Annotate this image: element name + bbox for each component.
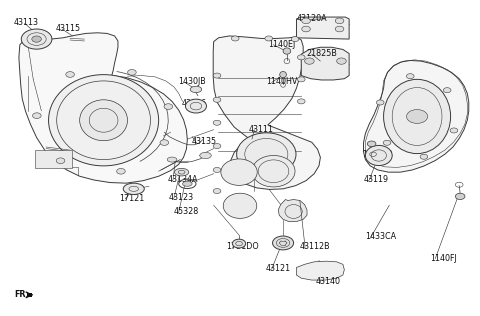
Ellipse shape — [223, 193, 257, 218]
Polygon shape — [297, 17, 349, 39]
Text: 43112B: 43112B — [300, 242, 330, 251]
Ellipse shape — [237, 133, 296, 176]
Text: 1140HV: 1140HV — [266, 77, 297, 86]
Text: 21825B: 21825B — [306, 49, 337, 58]
Ellipse shape — [335, 18, 344, 24]
Text: 43135: 43135 — [191, 137, 216, 146]
Ellipse shape — [302, 18, 311, 24]
Ellipse shape — [367, 141, 376, 147]
Ellipse shape — [265, 36, 273, 41]
Ellipse shape — [384, 79, 451, 154]
Ellipse shape — [160, 140, 168, 145]
Ellipse shape — [167, 157, 177, 162]
Ellipse shape — [376, 100, 384, 105]
Text: 43115: 43115 — [56, 24, 81, 33]
Text: 43121: 43121 — [266, 264, 291, 273]
Ellipse shape — [298, 55, 305, 60]
Ellipse shape — [231, 36, 239, 41]
Text: 43113: 43113 — [14, 18, 39, 27]
Text: 43116: 43116 — [181, 100, 206, 108]
Ellipse shape — [456, 193, 465, 199]
Ellipse shape — [213, 143, 221, 149]
Ellipse shape — [48, 75, 158, 166]
Ellipse shape — [174, 168, 189, 176]
Text: 11403B: 11403B — [362, 150, 393, 159]
Text: 1433CA: 1433CA — [365, 232, 396, 240]
Ellipse shape — [280, 71, 287, 78]
Ellipse shape — [213, 120, 221, 125]
Ellipse shape — [383, 140, 391, 145]
Text: 1751DO: 1751DO — [227, 242, 259, 251]
Text: 1140FJ: 1140FJ — [431, 253, 457, 263]
Ellipse shape — [182, 181, 192, 186]
Ellipse shape — [117, 168, 125, 174]
Ellipse shape — [185, 99, 206, 113]
Ellipse shape — [213, 167, 221, 173]
Ellipse shape — [407, 74, 414, 79]
Ellipse shape — [123, 183, 144, 194]
Ellipse shape — [213, 97, 221, 102]
Text: 43134A: 43134A — [167, 175, 198, 184]
Text: 17121: 17121 — [120, 194, 144, 203]
Ellipse shape — [252, 155, 295, 187]
Polygon shape — [213, 36, 321, 190]
Ellipse shape — [336, 58, 346, 64]
Polygon shape — [19, 33, 187, 183]
Ellipse shape — [420, 154, 428, 159]
Ellipse shape — [21, 29, 52, 49]
Polygon shape — [297, 261, 344, 280]
Ellipse shape — [283, 48, 291, 54]
Ellipse shape — [335, 26, 344, 32]
Text: 43119: 43119 — [363, 175, 389, 184]
Polygon shape — [301, 47, 349, 80]
Ellipse shape — [298, 77, 305, 82]
Ellipse shape — [273, 236, 294, 250]
Ellipse shape — [80, 100, 128, 141]
Ellipse shape — [365, 145, 392, 166]
Polygon shape — [35, 150, 72, 168]
Ellipse shape — [298, 99, 305, 104]
Ellipse shape — [291, 37, 299, 42]
Text: 43120A: 43120A — [297, 15, 327, 23]
Text: 45328: 45328 — [174, 207, 199, 216]
Ellipse shape — [56, 158, 65, 164]
Ellipse shape — [221, 159, 257, 185]
Ellipse shape — [444, 88, 451, 93]
Text: 43111: 43111 — [249, 125, 274, 134]
Ellipse shape — [213, 189, 221, 194]
Ellipse shape — [305, 58, 314, 64]
Text: FR.: FR. — [14, 290, 29, 299]
Ellipse shape — [164, 104, 173, 109]
Text: 1430JB: 1430JB — [178, 77, 205, 86]
Ellipse shape — [66, 72, 74, 77]
Polygon shape — [363, 60, 469, 172]
Polygon shape — [278, 199, 307, 222]
Ellipse shape — [32, 36, 41, 42]
Ellipse shape — [450, 128, 458, 133]
Ellipse shape — [128, 70, 136, 75]
Ellipse shape — [407, 110, 428, 123]
Ellipse shape — [302, 26, 311, 32]
Text: 1140EJ: 1140EJ — [268, 40, 295, 49]
Text: 43123: 43123 — [168, 193, 193, 202]
Ellipse shape — [232, 239, 246, 248]
Ellipse shape — [190, 86, 202, 93]
FancyBboxPatch shape — [27, 293, 32, 297]
Ellipse shape — [213, 73, 221, 78]
Ellipse shape — [33, 113, 41, 118]
Text: 43140: 43140 — [316, 277, 341, 286]
Ellipse shape — [200, 152, 211, 159]
